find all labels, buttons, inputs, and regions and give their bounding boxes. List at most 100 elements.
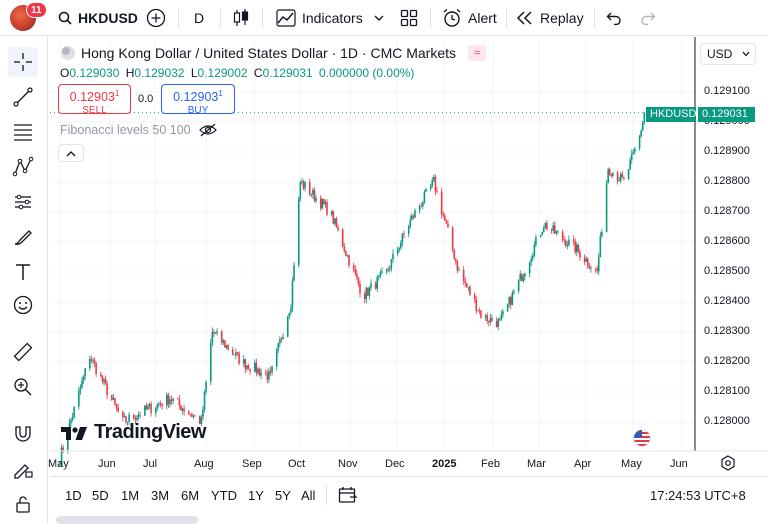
candle-body [379, 272, 382, 276]
layouts-button[interactable] [400, 0, 418, 36]
horizontal-scrollbar[interactable] [56, 516, 198, 524]
range-6m[interactable]: 6M [181, 487, 200, 503]
candle-body [122, 411, 124, 418]
range-5d[interactable]: 5D [92, 487, 109, 503]
collapse-legend-button[interactable] [58, 144, 84, 162]
time-tick-label: May [48, 458, 69, 470]
candle-body [385, 268, 388, 272]
price-chart[interactable] [50, 37, 768, 475]
redo-button[interactable] [640, 0, 656, 36]
candle-body [200, 417, 203, 425]
candle-body [233, 354, 236, 356]
fib-tool[interactable] [8, 117, 38, 147]
candle-body [469, 286, 471, 295]
range-1m[interactable]: 1M [121, 487, 140, 503]
candle-body [319, 197, 322, 209]
clock-timezone[interactable]: 17:24:53 UTC+8 [650, 487, 746, 503]
text-tool[interactable] [8, 257, 38, 287]
zoom-tool[interactable] [8, 372, 38, 402]
range-all[interactable]: All [301, 487, 316, 503]
candle-body [511, 292, 514, 305]
undo-button[interactable] [606, 0, 622, 36]
market-status-icon[interactable]: ≈ [468, 45, 487, 61]
candle-body [630, 153, 633, 160]
range-1d[interactable]: 1D [65, 487, 82, 503]
trend-line-tool[interactable] [8, 82, 38, 112]
candle-body [253, 362, 256, 372]
time-tick-label: Nov [338, 458, 358, 470]
forecast-tool[interactable] [8, 187, 38, 217]
candle-body [477, 310, 479, 312]
lock-tool[interactable] [8, 489, 38, 519]
candle-body [194, 415, 196, 417]
go-to-date-button[interactable] [338, 477, 358, 513]
candle-body [312, 189, 314, 195]
candle-body [84, 368, 86, 376]
buy-button[interactable]: 0.129031 BUY [161, 84, 235, 116]
sell-button[interactable]: 0.129031 SELL [58, 84, 131, 116]
candle-body [352, 265, 355, 269]
drawing-mode-tool[interactable] [8, 454, 38, 484]
replay-button[interactable]: Replay [516, 0, 584, 36]
candle-body [291, 280, 294, 308]
symbol-search[interactable]: HKDUSD [58, 0, 138, 36]
candle-body [159, 403, 162, 405]
eye-off-icon[interactable] [198, 123, 217, 137]
alert-button[interactable]: Alert [442, 0, 497, 36]
candle-body [445, 220, 448, 224]
indicators-button[interactable]: Indicators [276, 0, 363, 36]
time-tick-label: Oct [288, 458, 306, 470]
time-axis-settings[interactable] [720, 455, 736, 476]
chart-type-button[interactable] [232, 0, 250, 36]
compare-symbol-button[interactable] [146, 0, 166, 36]
plus-circle-icon [146, 8, 166, 28]
candle-body [341, 229, 344, 247]
crosshair-tool[interactable] [8, 47, 38, 77]
range-5y[interactable]: 5Y [275, 487, 291, 503]
trend-line-icon [13, 87, 33, 107]
candle-body [357, 277, 360, 285]
candle-body [409, 219, 412, 227]
candle-body [167, 394, 170, 405]
candle-body [293, 265, 295, 281]
divider [262, 8, 263, 28]
candle-body [128, 414, 130, 422]
range-3m[interactable]: 3M [151, 487, 170, 503]
candle-body [238, 352, 240, 364]
candle-body [148, 403, 151, 407]
candle-body [621, 173, 624, 178]
interval-button[interactable]: D [194, 0, 204, 36]
candle-body [429, 185, 432, 190]
currency-select[interactable]: USD [700, 43, 756, 65]
replay-label: Replay [540, 10, 584, 26]
fib-indicator-legend[interactable]: Fibonacci levels 50 100 [60, 123, 217, 137]
candle-body [597, 257, 600, 272]
emoji-tool[interactable] [8, 290, 38, 320]
candle-body [484, 315, 487, 318]
range-ytd[interactable]: YTD [211, 487, 237, 503]
tradingview-logo-icon [61, 426, 87, 440]
candle-body [462, 270, 465, 281]
legend-title-row[interactable]: Hong Kong Dollar / United States Dollar … [60, 45, 487, 61]
candle-body [247, 365, 250, 370]
candle-body [189, 414, 192, 415]
measure-tool[interactable] [8, 337, 38, 367]
candle-body [403, 233, 405, 235]
symbol-name: HKDUSD [78, 10, 138, 26]
candle-body [414, 210, 416, 218]
us-flag-icon[interactable] [633, 429, 651, 447]
chart-pane[interactable]: Hong Kong Dollar / United States Dollar … [48, 37, 768, 476]
magnet-icon [15, 426, 31, 442]
time-tick-label: Dec [385, 458, 405, 470]
magnet-tool[interactable] [8, 419, 38, 449]
brush-tool[interactable] [8, 222, 38, 252]
candle-body [216, 331, 218, 333]
time-tick-label: Aug [194, 458, 214, 470]
candle-body [601, 232, 603, 237]
range-1y[interactable]: 1Y [248, 487, 264, 503]
pattern-tool[interactable] [8, 152, 38, 182]
candle-body [616, 172, 619, 181]
tradingview-logo[interactable]: TradingView [60, 421, 206, 444]
candle-body [82, 375, 85, 381]
indicators-dropdown[interactable] [374, 0, 384, 36]
